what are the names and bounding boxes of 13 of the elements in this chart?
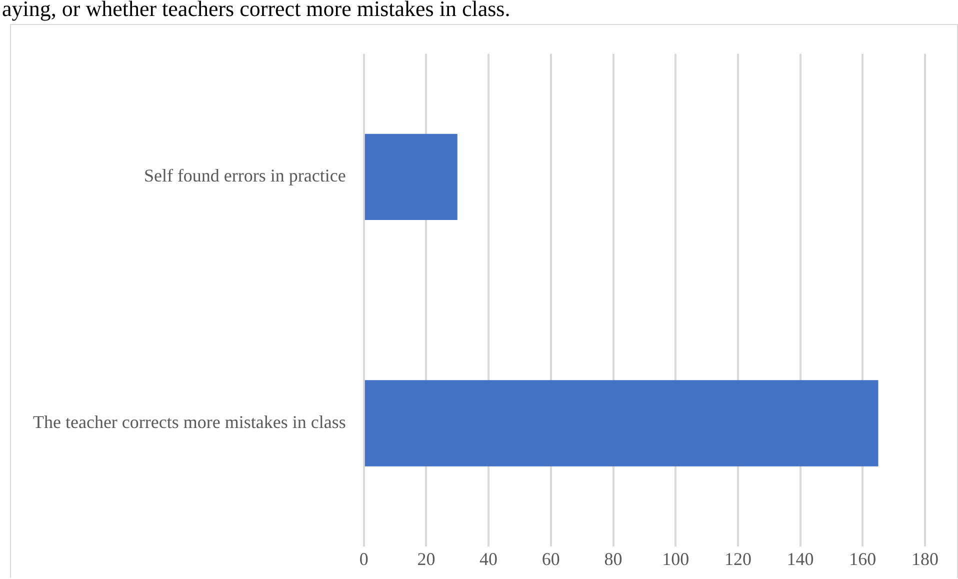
x-tick-label: 60 bbox=[542, 548, 560, 569]
text: aying, or whether teachers correct more mistakes in class. bbox=[1, 0, 512, 22]
x-tick-label: 140 bbox=[786, 548, 814, 569]
x-tick-label: 180 bbox=[912, 548, 938, 569]
y-tick-label: The teacher corrects more mistakes in class bbox=[32, 412, 346, 432]
y-tick-label: Self found errors in practice bbox=[144, 166, 346, 186]
x-tick-label: 100 bbox=[662, 548, 690, 569]
x-tick-label: 0 bbox=[359, 548, 368, 569]
x-tick-label: 120 bbox=[724, 548, 752, 569]
x-tick-label: 80 bbox=[604, 548, 622, 569]
x-tick-label: 160 bbox=[849, 548, 876, 569]
x-tick-label: 40 bbox=[480, 548, 498, 569]
x-tick-label: 20 bbox=[417, 548, 436, 569]
